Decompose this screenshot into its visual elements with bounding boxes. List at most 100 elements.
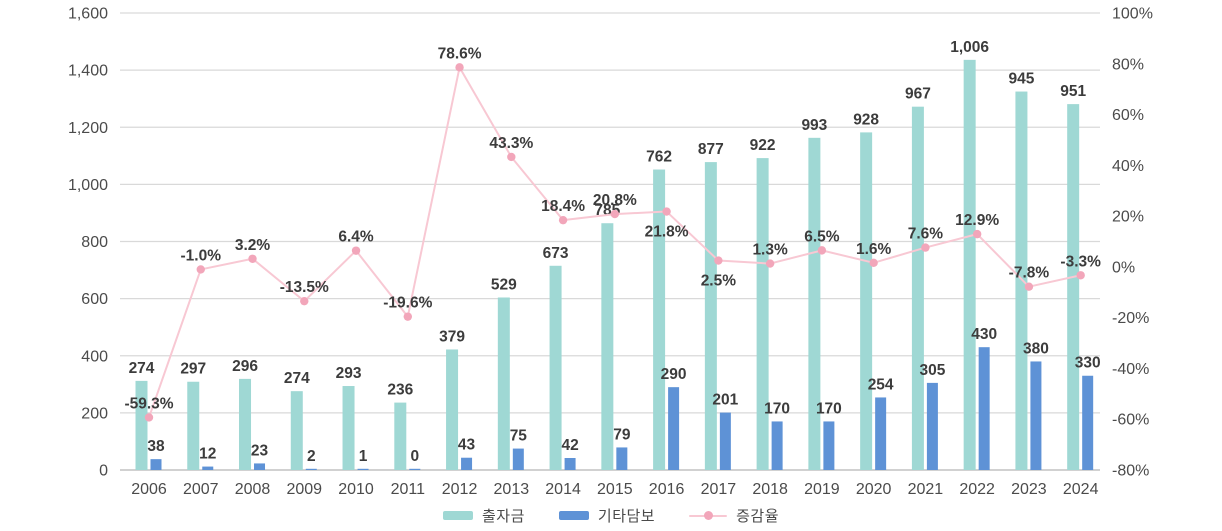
bar-capital-2022 [963, 59, 976, 470]
legend-label-collateral: 기타담보 [597, 508, 656, 525]
x-axis-tick-2012: 2012 [442, 481, 478, 498]
rate-point-2011 [403, 312, 412, 321]
legend-item-growth-rate: 증감율 [689, 505, 779, 526]
value-label-collateral-2017: 201 [712, 392, 738, 409]
rate-point-2012 [455, 63, 464, 72]
rate-label-2017: 2.5% [701, 273, 737, 290]
left-axis-tick: 1,200 [68, 120, 108, 137]
value-label-capital-2023: 945 [1008, 71, 1034, 88]
rate-label-2018: 1.3% [752, 242, 788, 259]
x-axis-tick-2018: 2018 [752, 481, 788, 498]
value-label-capital-2017: 877 [698, 141, 724, 158]
value-label-capital-2021: 967 [905, 86, 931, 103]
rate-label-2016: 21.8% [645, 224, 689, 241]
bar-capital-2020 [860, 132, 873, 471]
rate-label-2014: 18.4% [541, 198, 585, 215]
bar-collateral-2006 [150, 459, 162, 470]
rate-point-2021 [921, 243, 930, 252]
x-axis-tick-2014: 2014 [545, 481, 581, 498]
x-axis-tick-2015: 2015 [597, 481, 633, 498]
x-axis-tick-2016: 2016 [649, 481, 685, 498]
bar-collateral-2014 [564, 458, 576, 470]
bar-collateral-2016 [668, 387, 680, 470]
value-label-capital-2016: 762 [646, 149, 672, 166]
bar-capital-2011 [394, 402, 407, 470]
right-axis-tick: 20% [1112, 209, 1144, 226]
bar-capital-2016 [653, 169, 666, 470]
rate-label-2020: 1.6% [856, 241, 892, 258]
x-axis-tick-2010: 2010 [338, 481, 374, 498]
bar-capital-2018 [756, 158, 769, 470]
value-label-collateral-2010: 1 [359, 448, 368, 465]
x-axis-tick-2022: 2022 [959, 481, 995, 498]
bar-capital-2017 [704, 162, 717, 470]
rate-label-2015: 20.8% [593, 192, 637, 209]
growth-rate-line: -59.3% -1.0% 3.2% -13.5% 6.4% -19.6% 78.6% 43.3… [124, 45, 1101, 422]
value-label-capital-2009: 274 [284, 370, 310, 387]
value-label-collateral-2012: 43 [458, 437, 476, 454]
left-axis-tick: 1,600 [68, 6, 108, 23]
bars: 2743820062971220072962320082742200929312… [129, 39, 1101, 498]
bar-collateral-2009 [305, 468, 317, 470]
bar-capital-2006 [135, 380, 148, 470]
rate-label-2006: -59.3% [124, 395, 173, 412]
value-label-capital-2014: 673 [543, 245, 569, 262]
x-axis-tick-2007: 2007 [183, 481, 219, 498]
value-label-capital-2018: 922 [750, 137, 776, 154]
x-axis-tick-2006: 2006 [131, 481, 167, 498]
legend-line-marker-icon [689, 511, 728, 520]
bar-capital-2019 [808, 137, 821, 471]
right-axis-tick: -80% [1112, 463, 1149, 480]
rate-point-2017 [714, 256, 723, 265]
chart-legend: 출자금 기타담보 증감율 [442, 505, 779, 526]
x-axis-tick-2021: 2021 [908, 481, 944, 498]
bar-collateral-2024 [1082, 375, 1094, 470]
bar-capital-2021 [911, 106, 924, 470]
rate-label-2019: 6.5% [804, 228, 840, 245]
value-label-collateral-2015: 79 [613, 426, 631, 443]
legend-label-growth-rate: 증감율 [736, 508, 780, 525]
x-axis-tick-2011: 2011 [391, 481, 426, 498]
rate-point-2006 [144, 413, 154, 422]
bar-collateral-2010 [357, 468, 369, 470]
left-axis-tick: 400 [81, 348, 108, 365]
rate-label-2010: 6.4% [338, 229, 374, 246]
value-label-collateral-2024: 330 [1075, 355, 1101, 372]
x-axis-tick-2023: 2023 [1011, 481, 1047, 498]
value-label-capital-2024: 951 [1060, 83, 1086, 100]
bar-capital-2015 [601, 223, 614, 470]
rate-point-2024 [1076, 271, 1085, 280]
value-label-collateral-2013: 75 [510, 428, 528, 445]
rate-label-2021: 7.6% [908, 226, 944, 243]
rate-point-2020 [869, 258, 878, 268]
x-axis-tick-2024: 2024 [1063, 481, 1099, 498]
legend-item-collateral: 기타담보 [558, 505, 656, 526]
right-axis-tick: -40% [1112, 361, 1149, 378]
gridlines: 0 200 400 600 800 1,000 1,200 1,400 1,600 -80% -60… [68, 6, 1153, 480]
rate-point-2013 [507, 152, 516, 162]
value-label-capital-2020: 928 [853, 111, 879, 128]
rate-label-2011: -19.6% [383, 295, 432, 312]
bar-capital-2008 [239, 378, 252, 470]
value-label-collateral-2023: 380 [1023, 340, 1049, 357]
right-axis-tick: -20% [1112, 310, 1149, 327]
left-axis-tick: 600 [81, 291, 108, 308]
rate-label-2023: -7.8% [1009, 265, 1050, 282]
bar-collateral-2013 [512, 448, 524, 470]
x-axis-tick-2017: 2017 [701, 481, 737, 498]
value-label-capital-2010: 293 [336, 365, 362, 382]
value-label-capital-2019: 993 [801, 117, 827, 134]
legend-item-capital: 출자금 [442, 505, 525, 526]
value-label-capital-2008: 296 [232, 358, 258, 375]
rate-point-2016 [662, 207, 671, 216]
left-axis-tick: 0 [99, 463, 108, 480]
value-label-capital-2013: 529 [491, 276, 517, 293]
bar-capital-2010 [342, 386, 355, 470]
bar-capital-2014 [549, 265, 562, 470]
right-axis-tick: 60% [1112, 107, 1144, 124]
right-axis-tick: 80% [1112, 56, 1144, 73]
legend-label-capital: 출자금 [481, 508, 525, 525]
rate-point-2007 [196, 265, 205, 274]
bar-capital-2013 [497, 297, 510, 470]
rate-label-2013: 43.3% [489, 135, 533, 152]
